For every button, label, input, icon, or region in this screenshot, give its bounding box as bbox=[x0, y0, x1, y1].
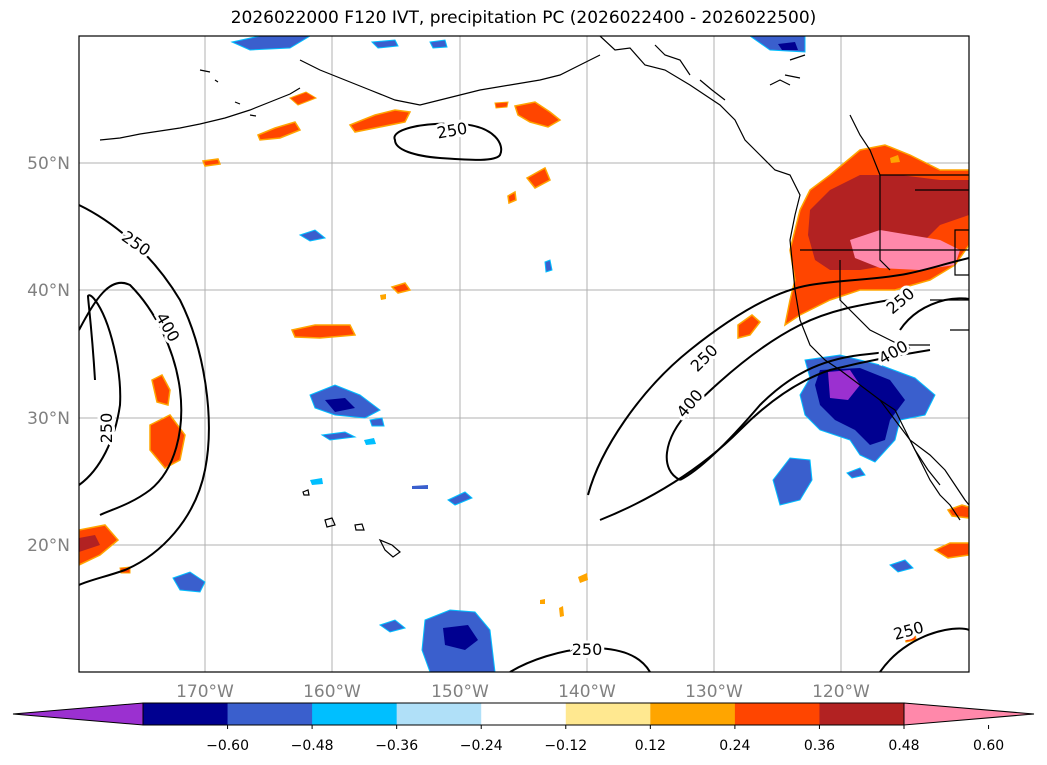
colorbar: −0.60 −0.48 −0.36 −0.24 −0.12 0.12 0.24 0.36 0.4… bbox=[12, 702, 1035, 754]
lon-tick: 140°W bbox=[558, 682, 616, 702]
colorbar-tick-label: 0.24 bbox=[719, 738, 750, 754]
plot-border bbox=[78, 35, 970, 673]
ivt-contour-400-west bbox=[79, 281, 183, 516]
colorbar-tick-label: 0.12 bbox=[635, 738, 666, 754]
colorbar-ticks: −0.60 −0.48 −0.36 −0.24 −0.12 0.12 0.24 0.36 0.4… bbox=[206, 725, 1004, 754]
colorbar-segment bbox=[734, 703, 820, 725]
gridlines bbox=[79, 36, 969, 672]
colorbar-tick-label: −0.36 bbox=[375, 738, 418, 754]
ivt-contour-250-plume-south bbox=[599, 349, 931, 521]
ivt-contour-250-north bbox=[393, 122, 503, 161]
colorbar-segments bbox=[143, 703, 905, 725]
colorbar-segment bbox=[227, 703, 313, 725]
contour-label: 250 bbox=[97, 413, 116, 444]
colorbar-segment bbox=[481, 703, 567, 725]
ivt-contour-250-south bbox=[509, 646, 651, 672]
contour-label: 250 bbox=[572, 640, 603, 659]
colorbar-tick-label: −0.24 bbox=[460, 738, 503, 754]
colorbar-tick-label: 0.60 bbox=[973, 738, 1004, 754]
ivt-contour-400-plume-south bbox=[679, 347, 911, 481]
lon-tick: 150°W bbox=[431, 682, 489, 702]
lon-tick: 170°W bbox=[176, 682, 234, 702]
ivt-contours bbox=[79, 122, 969, 672]
ivt-contour-250-west bbox=[79, 204, 210, 586]
colorbar-segment bbox=[143, 703, 229, 725]
plot-area bbox=[79, 36, 969, 672]
coastlines bbox=[99, 36, 969, 558]
lat-tick: 30°N bbox=[27, 409, 70, 429]
lon-tick: 130°W bbox=[685, 682, 743, 702]
colorbar-segment bbox=[312, 703, 398, 725]
lon-tick-labels: 170°W 160°W 150°W 140°W 130°W 120°W bbox=[176, 682, 870, 702]
colorbar-segment bbox=[396, 703, 482, 725]
colorbar-tick-label: 0.48 bbox=[888, 738, 919, 754]
ivt-contour-250-inner bbox=[79, 294, 122, 486]
lat-tick: 40°N bbox=[27, 281, 70, 301]
ivt-contour-250-se bbox=[879, 627, 969, 672]
lat-tick: 20°N bbox=[27, 536, 70, 556]
colorbar-tick-label: −0.12 bbox=[544, 738, 587, 754]
colorbar-tick-label: −0.48 bbox=[291, 738, 334, 754]
ivt-contour-400-plume bbox=[665, 299, 891, 481]
ivt-contour-250-plume bbox=[587, 257, 969, 496]
map-title: 2026022000 F120 IVT, precipitation PC (2… bbox=[230, 8, 817, 28]
lat-tick-labels: 50°N 40°N 30°N 20°N bbox=[27, 154, 70, 556]
precip-negative bbox=[172, 36, 936, 672]
lon-tick: 160°W bbox=[303, 682, 361, 702]
lon-tick: 120°W bbox=[812, 682, 870, 702]
lat-tick: 50°N bbox=[27, 154, 70, 174]
colorbar-tick-label: −0.60 bbox=[206, 738, 249, 754]
colorbar-extend-low bbox=[12, 702, 144, 726]
colorbar-tick-label: 0.36 bbox=[804, 738, 835, 754]
colorbar-segment bbox=[650, 703, 736, 725]
colorbar-extend-high bbox=[903, 702, 1035, 726]
colorbar-segment bbox=[565, 703, 651, 725]
colorbar-segment bbox=[819, 703, 905, 725]
